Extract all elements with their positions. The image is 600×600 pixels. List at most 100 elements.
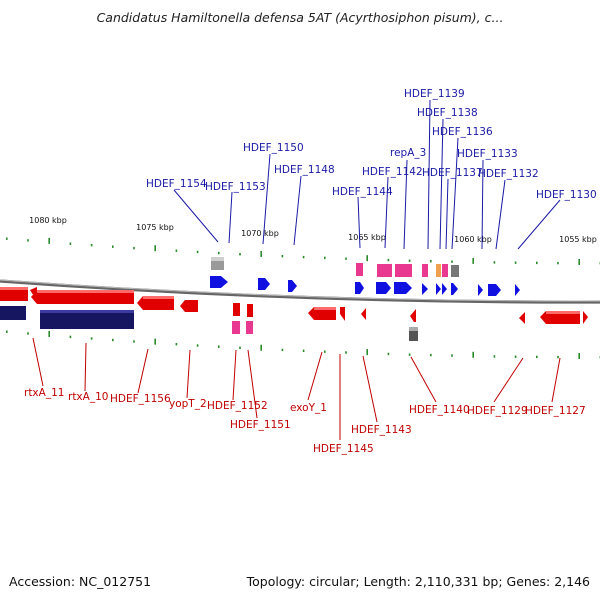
scale-tick: [154, 245, 156, 252]
scale-tick: [69, 242, 72, 245]
gene-label-HDEF_1130[interactable]: HDEF_1130: [536, 189, 597, 201]
scale-tick: [493, 261, 496, 264]
scale-tick: [260, 344, 262, 351]
scale-tick: [48, 331, 50, 337]
scale-tick: [218, 345, 220, 348]
scale-tick: [578, 259, 580, 265]
cds-yopT_2[interactable]: [180, 300, 198, 312]
rna-HDEF_1137[interactable]: [442, 264, 448, 277]
gene-label-exoY_1[interactable]: exoY_1: [290, 402, 327, 414]
scale-label-1070: 1070 kbp: [241, 229, 279, 238]
scale-tick: [387, 258, 390, 262]
scale-tick: [133, 340, 135, 343]
scale-tick: [302, 349, 305, 352]
gene-label-rtxA_11[interactable]: rtxA_11: [24, 387, 64, 399]
rna-HDEF_1144[interactable]: [356, 263, 363, 276]
gene-label-rtxA_10[interactable]: rtxA_10: [68, 391, 108, 403]
block-rtxA_11[interactable]: [0, 306, 26, 320]
gene-label-HDEF_1137[interactable]: HDEF_1137: [422, 167, 483, 179]
scale-tick: [90, 337, 93, 340]
scale-tick: [6, 237, 8, 240]
scale-tick: [366, 255, 368, 262]
gene-label-HDEF_1143[interactable]: HDEF_1143: [351, 424, 412, 436]
cds-HDEF_1138[interactable]: [436, 283, 441, 295]
scale-tick: [345, 351, 347, 354]
forward-leader-lines: [173, 99, 561, 250]
gene-label-HDEF_1148[interactable]: HDEF_1148: [274, 164, 335, 176]
cds-HDEF_1137[interactable]: [442, 283, 447, 295]
cds-HDEF_1140[interactable]: [410, 309, 416, 322]
gene-label-HDEF_1132[interactable]: HDEF_1132: [478, 168, 539, 180]
scale-tick: [69, 335, 72, 339]
gene-label-HDEF_1156[interactable]: HDEF_1156: [110, 393, 171, 405]
gene-label-HDEF_1127[interactable]: HDEF_1127: [525, 405, 586, 417]
cds-HDEF_1144[interactable]: [355, 282, 364, 294]
rna-HDEF_1138[interactable]: [436, 264, 441, 277]
gene-label-HDEF_1152[interactable]: HDEF_1152: [207, 400, 268, 412]
cds-HDEF_1151[interactable]: [247, 304, 253, 317]
cds-HDEF_1152[interactable]: [233, 303, 240, 316]
gene-label-HDEF_1150[interactable]: HDEF_1150: [243, 142, 304, 154]
scale-tick: [578, 353, 580, 359]
cds-repA_3[interactable]: [394, 282, 412, 294]
scale-tick: [430, 353, 432, 357]
scale-tick: [302, 255, 305, 259]
cds-rtxA_10[interactable]: [31, 290, 134, 304]
gene-label-HDEF_1153[interactable]: HDEF_1153: [205, 181, 266, 193]
scale-tick: [260, 251, 262, 257]
cds-HDEF_1130[interactable]: [515, 284, 520, 296]
scale-tick: [430, 260, 432, 263]
cds-HDEF_1136[interactable]: [451, 283, 458, 295]
gene-label-HDEF_1142[interactable]: HDEF_1142: [362, 166, 423, 178]
gene-label-yopT_2[interactable]: yopT_2: [169, 398, 207, 410]
rna-HDEF_1139[interactable]: [422, 264, 428, 277]
cds-HDEF_1132[interactable]: [488, 284, 501, 296]
pseudo-gene-HDEF_1140[interactable]: [409, 327, 418, 341]
cds-HDEF_1148[interactable]: [288, 280, 297, 292]
rna-repA_3[interactable]: [395, 264, 412, 277]
gene-label-HDEF_1133[interactable]: HDEF_1133: [457, 148, 518, 160]
cds-HDEF_1145[interactable]: [340, 307, 345, 321]
pseudo-gene-HDEF_1136[interactable]: [451, 265, 459, 277]
cds-HDEF_1143[interactable]: [361, 308, 366, 320]
scale-ticks-top: [6, 237, 600, 265]
scale-tick: [239, 346, 241, 349]
cds-HDEF_1127[interactable]: [540, 311, 580, 324]
scale-label-1080: 1080 kbp: [29, 216, 67, 225]
scale-tick: [324, 350, 326, 353]
reverse-leader-lines: [32, 337, 561, 440]
rna-HDEF_1151[interactable]: [246, 321, 253, 334]
gene-label-HDEF_1154[interactable]: HDEF_1154: [146, 178, 207, 190]
gene-label-HDEF_1145[interactable]: HDEF_1145: [313, 443, 374, 455]
rna-HDEF_1142[interactable]: [377, 264, 392, 277]
cds-exoY_1[interactable]: [308, 307, 336, 320]
gene-label-HDEF_1139[interactable]: HDEF_1139: [404, 88, 465, 100]
gene-label-HDEF_1140[interactable]: HDEF_1140: [409, 404, 470, 416]
scale-tick: [472, 351, 474, 358]
gene-label-HDEF_1136[interactable]: HDEF_1136: [432, 126, 493, 138]
cds-rtxA_11[interactable]: [0, 287, 28, 301]
gene-label-HDEF_1129[interactable]: HDEF_1129: [467, 405, 528, 417]
reverse-cds-row: [0, 287, 588, 324]
scale-tick: [366, 349, 368, 356]
rna-HDEF_1152[interactable]: [232, 321, 240, 334]
scale-tick: [493, 355, 496, 358]
scale-tick: [27, 332, 29, 335]
gene-label-HDEF_1151[interactable]: HDEF_1151: [230, 419, 291, 431]
cds-HDEF_1133[interactable]: [478, 284, 483, 296]
gene-label-HDEF_1138[interactable]: HDEF_1138: [417, 107, 478, 119]
cds-HDEF_1129[interactable]: [519, 312, 525, 324]
cds-HDEF_1150[interactable]: [258, 278, 270, 290]
block-rtxA_10[interactable]: [40, 310, 134, 329]
scale-tick: [536, 261, 538, 265]
scale-tick: [472, 257, 474, 264]
cds-HDEF_1139[interactable]: [422, 283, 428, 295]
cds-HDEF_1156[interactable]: [137, 296, 174, 310]
cds-HDEF_1142[interactable]: [376, 282, 391, 294]
chromosome-backbone: [0, 279, 600, 304]
scale-tick: [133, 246, 135, 250]
gene-label-HDEF_1144[interactable]: HDEF_1144: [332, 186, 393, 198]
gene-label-repA_3[interactable]: repA_3: [390, 147, 426, 159]
